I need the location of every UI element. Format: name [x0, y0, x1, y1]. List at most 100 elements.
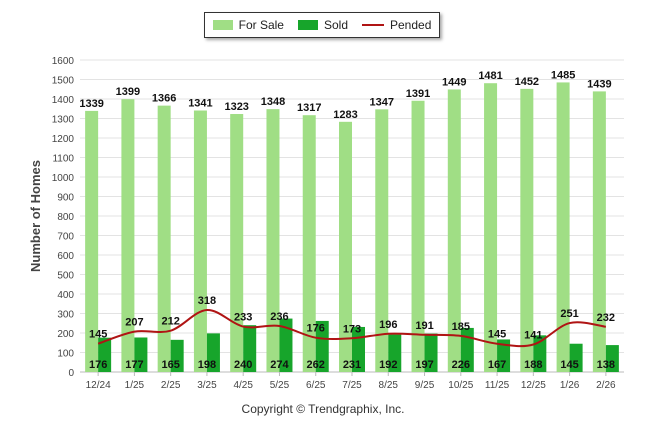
y-tick-label: 400	[57, 290, 74, 301]
y-tick-label: 600	[57, 251, 74, 262]
x-tick-label: 2/26	[596, 380, 616, 391]
bar-sold	[424, 333, 438, 372]
bar-sold	[279, 318, 293, 372]
label-pended: 196	[379, 319, 397, 331]
bar-sold	[388, 334, 402, 372]
x-tick-label: 7/25	[342, 380, 362, 391]
x-tick-label: 6/25	[306, 380, 326, 391]
x-tick-label: 8/25	[379, 380, 399, 391]
legend-swatch-for-sale	[212, 20, 233, 30]
label-pended: 232	[597, 312, 615, 324]
bar-sold	[98, 337, 112, 372]
bar-for-sale	[193, 110, 207, 372]
label-for-sale: 1439	[587, 78, 611, 90]
bar-for-sale	[484, 83, 498, 372]
x-tick-label: 12/24	[86, 380, 111, 391]
label-sold: 197	[415, 359, 433, 371]
x-tick-label: 5/25	[270, 380, 290, 391]
y-axis-label: Number of Homes	[28, 160, 43, 272]
y-tick-label: 700	[57, 232, 74, 243]
label-pended: 145	[488, 329, 506, 341]
label-for-sale: 1366	[152, 93, 176, 105]
bar-for-sale	[556, 82, 570, 373]
bar-for-sale	[157, 105, 171, 372]
x-tick-label: 2/25	[161, 380, 181, 391]
label-sold: 145	[560, 359, 578, 371]
bar-for-sale	[411, 100, 425, 372]
y-tick-label: 1300	[52, 115, 75, 126]
label-sold: 226	[452, 359, 470, 371]
label-for-sale: 1317	[297, 102, 321, 114]
copyright-text: Copyright © Trendgraphix, Inc.	[241, 402, 405, 416]
bar-sold	[605, 345, 619, 372]
x-tick-label: 9/25	[415, 380, 435, 391]
label-for-sale: 1485	[551, 69, 575, 81]
bar-sold	[497, 339, 511, 372]
x-tick-label: 4/25	[233, 380, 253, 391]
x-tick-label: 1/26	[560, 380, 580, 391]
bar-for-sale	[520, 88, 534, 373]
bar-for-sale	[85, 110, 99, 373]
label-for-sale: 1347	[370, 96, 394, 108]
label-pended: 212	[161, 316, 179, 328]
label-sold: 198	[198, 359, 216, 371]
y-tick-label: 1500	[52, 76, 75, 87]
y-tick-label: 0	[68, 368, 74, 379]
label-for-sale: 1391	[406, 88, 430, 100]
bar-sold	[170, 339, 184, 372]
bar-sold	[243, 325, 257, 372]
label-pended: 236	[270, 311, 288, 323]
x-tick-label: 12/25	[521, 380, 546, 391]
x-tick-label: 10/25	[448, 380, 473, 391]
label-sold: 177	[125, 359, 143, 371]
chart-plot: 0 100 200 300 400 500 600 700 800 900 1000 1100 1200…	[28, 56, 624, 391]
label-pended: 233	[234, 312, 252, 324]
legend-label-sold: Sold	[323, 18, 348, 32]
y-tick-label: 900	[57, 193, 74, 204]
legend-label-pended: Pended	[390, 18, 432, 32]
label-sold: 165	[161, 359, 179, 371]
bar-sold	[533, 335, 547, 372]
label-sold: 240	[234, 359, 252, 371]
bar-for-sale	[266, 109, 280, 372]
bar-sold	[460, 327, 474, 372]
label-sold: 176	[89, 359, 107, 371]
label-sold: 192	[379, 359, 397, 371]
label-pended: 145	[89, 329, 107, 341]
label-for-sale: 1323	[224, 101, 248, 113]
label-pended: 191	[415, 320, 433, 332]
label-pended: 176	[307, 323, 325, 335]
y-tick-label: 1000	[52, 173, 75, 184]
x-tick-label: 1/25	[125, 380, 145, 391]
y-tick-label: 300	[57, 310, 74, 321]
bar-for-sale	[339, 121, 352, 372]
y-tick-label: 1600	[52, 56, 75, 67]
bar-for-sale	[121, 99, 135, 372]
y-tick-label: 1200	[52, 134, 75, 145]
y-tick-label: 800	[57, 212, 74, 223]
label-for-sale: 1452	[515, 76, 539, 88]
label-sold: 262	[307, 359, 325, 371]
label-for-sale: 1283	[333, 109, 357, 121]
label-pended: 251	[560, 308, 578, 320]
chart-legend: For Sale Sold Pended	[204, 12, 440, 38]
label-for-sale: 1481	[478, 70, 502, 82]
legend-item-pended: Pended	[362, 18, 431, 32]
bar-for-sale	[447, 89, 461, 372]
label-sold: 274	[270, 359, 289, 371]
legend-item-for-sale: For Sale	[212, 18, 284, 32]
bar-for-sale	[592, 91, 606, 373]
legend-swatch-sold	[297, 20, 318, 30]
pended-line	[97, 308, 607, 348]
bar-for-sale	[230, 114, 244, 372]
bar-sold	[134, 337, 148, 372]
label-pended: 185	[452, 321, 470, 333]
label-for-sale: 1399	[116, 86, 140, 98]
x-tick-label: 3/25	[197, 380, 217, 391]
bar-sold	[569, 343, 583, 372]
bar-for-sale	[375, 109, 389, 373]
label-sold: 167	[488, 359, 506, 371]
label-sold: 231	[343, 359, 361, 371]
label-pended: 207	[125, 317, 143, 329]
